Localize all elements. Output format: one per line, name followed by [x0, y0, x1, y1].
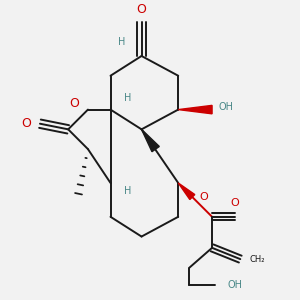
- Text: O: O: [136, 3, 146, 16]
- Text: O: O: [69, 98, 79, 110]
- Text: OH: OH: [219, 102, 234, 112]
- Text: O: O: [230, 198, 239, 208]
- Text: OH: OH: [227, 280, 242, 290]
- Text: H: H: [124, 93, 131, 103]
- Polygon shape: [178, 105, 212, 114]
- Text: O: O: [199, 192, 208, 202]
- Text: O: O: [21, 117, 31, 130]
- Text: H: H: [118, 37, 125, 47]
- Polygon shape: [178, 183, 195, 200]
- Text: CH₂: CH₂: [250, 255, 265, 264]
- Text: H: H: [124, 186, 131, 197]
- Polygon shape: [142, 129, 159, 152]
